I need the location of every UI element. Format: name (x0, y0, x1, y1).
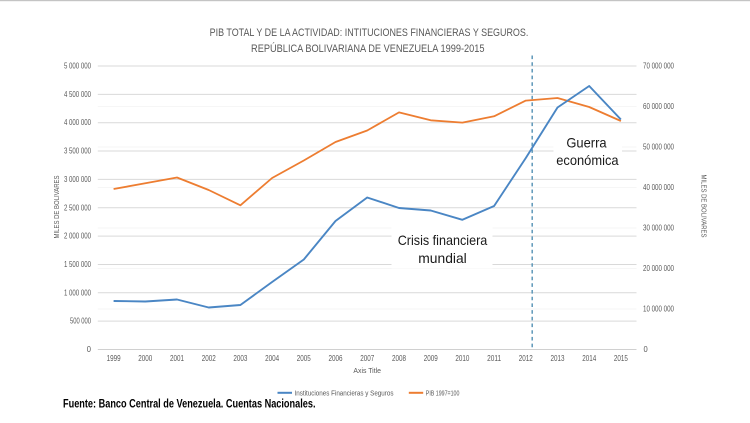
svg-text:Instituciones Financieras y Se: Instituciones Financieras y Seguros (295, 388, 394, 397)
svg-text:70 000 000: 70 000 000 (643, 62, 674, 71)
svg-text:2001: 2001 (170, 354, 184, 363)
svg-text:50 000 000: 50 000 000 (643, 143, 674, 152)
svg-text:2006: 2006 (329, 354, 343, 363)
svg-text:PIB TOTAL Y DE LA ACTIVIDAD: I: PIB TOTAL Y DE LA ACTIVIDAD: INTITUCIONE… (210, 27, 529, 39)
svg-text:REPÚBLICA BOLIVARIANA DE VENEZ: REPÚBLICA BOLIVARIANA DE VENEZUELA 1999-… (251, 42, 485, 55)
svg-text:10 000 000: 10 000 000 (643, 305, 674, 314)
svg-text:MILES DE BOLIVARES: MILES DE BOLIVARES (700, 175, 707, 238)
svg-text:1 000 000: 1 000 000 (64, 288, 91, 297)
svg-text:2008: 2008 (392, 354, 406, 363)
svg-text:2002: 2002 (202, 354, 216, 363)
svg-text:4 000 000: 4 000 000 (64, 118, 91, 127)
svg-text:MILES DE BOLIVARES: MILES DE BOLIVARES (54, 175, 61, 238)
svg-text:1999: 1999 (107, 354, 121, 363)
svg-text:40 000 000: 40 000 000 (643, 183, 674, 192)
svg-text:4 500 000: 4 500 000 (64, 90, 91, 99)
svg-text:2 500 000: 2 500 000 (64, 203, 91, 212)
svg-text:2009: 2009 (424, 354, 438, 363)
svg-text:1 500 000: 1 500 000 (64, 260, 91, 269)
svg-text:30 000 000: 30 000 000 (643, 224, 674, 233)
svg-text:económica: económica (556, 152, 618, 168)
svg-text:2007: 2007 (360, 354, 374, 363)
svg-text:2005: 2005 (297, 354, 311, 363)
svg-text:2012: 2012 (519, 354, 533, 363)
svg-text:Guerra: Guerra (566, 135, 606, 151)
svg-text:Fuente: Banco Central de Venez: Fuente: Banco Central de Venezuela. Cuen… (63, 399, 316, 411)
svg-text:0: 0 (644, 345, 649, 354)
svg-text:20 000 000: 20 000 000 (643, 264, 674, 273)
svg-text:2015: 2015 (614, 354, 628, 363)
svg-text:3 500 000: 3 500 000 (64, 147, 91, 156)
svg-text:2013: 2013 (551, 354, 565, 363)
svg-text:0: 0 (87, 345, 92, 354)
svg-text:2004: 2004 (265, 354, 279, 363)
svg-text:2014: 2014 (582, 354, 596, 363)
svg-text:2010: 2010 (455, 354, 469, 363)
svg-text:500 000: 500 000 (70, 317, 91, 326)
svg-text:2011: 2011 (487, 354, 501, 363)
svg-text:PIB 1997=100: PIB 1997=100 (426, 388, 460, 397)
svg-text:2000: 2000 (138, 354, 152, 363)
svg-text:3 000 000: 3 000 000 (64, 175, 91, 184)
svg-text:Crisis financiera: Crisis financiera (398, 232, 488, 248)
svg-text:Axis Title: Axis Title (353, 366, 381, 375)
svg-text:2003: 2003 (233, 354, 247, 363)
svg-text:60 000 000: 60 000 000 (643, 102, 674, 111)
svg-text:2 000 000: 2 000 000 (64, 232, 91, 241)
svg-text:mundial: mundial (418, 250, 467, 266)
svg-text:5 000 000: 5 000 000 (64, 62, 91, 71)
